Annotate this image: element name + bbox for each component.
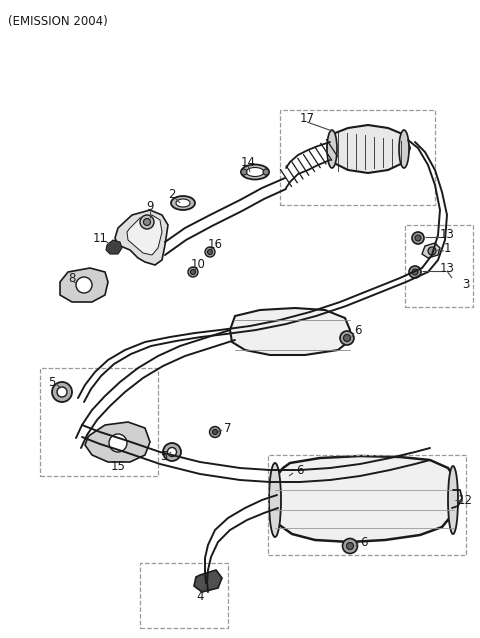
Circle shape xyxy=(188,267,198,277)
Polygon shape xyxy=(60,268,108,302)
Circle shape xyxy=(57,387,67,397)
Bar xyxy=(140,563,228,628)
Text: 6: 6 xyxy=(354,323,362,336)
Circle shape xyxy=(144,218,151,225)
Ellipse shape xyxy=(327,130,337,168)
Text: 14: 14 xyxy=(240,156,255,168)
Circle shape xyxy=(340,331,354,345)
Polygon shape xyxy=(115,210,168,265)
Circle shape xyxy=(241,169,247,175)
Ellipse shape xyxy=(171,196,195,210)
Text: 2: 2 xyxy=(168,188,176,202)
Ellipse shape xyxy=(176,199,190,207)
Circle shape xyxy=(163,443,181,461)
Circle shape xyxy=(213,429,217,434)
Ellipse shape xyxy=(246,168,264,177)
Bar xyxy=(280,110,435,205)
Circle shape xyxy=(207,249,213,255)
Bar xyxy=(40,368,158,476)
Polygon shape xyxy=(85,422,150,462)
Circle shape xyxy=(415,235,421,241)
Ellipse shape xyxy=(269,463,281,537)
Circle shape xyxy=(428,247,436,255)
Circle shape xyxy=(344,334,350,341)
Text: 5: 5 xyxy=(160,450,168,463)
Text: 16: 16 xyxy=(207,237,223,251)
Text: 11: 11 xyxy=(93,232,108,244)
Circle shape xyxy=(168,447,177,457)
Text: 15: 15 xyxy=(110,459,125,473)
Polygon shape xyxy=(272,456,455,542)
Circle shape xyxy=(412,232,424,244)
Circle shape xyxy=(277,468,292,484)
Text: 7: 7 xyxy=(224,422,232,434)
Circle shape xyxy=(409,266,421,278)
Polygon shape xyxy=(194,570,222,592)
Circle shape xyxy=(52,382,72,402)
Text: 6: 6 xyxy=(296,463,304,477)
Ellipse shape xyxy=(448,466,458,534)
Circle shape xyxy=(76,277,92,293)
Circle shape xyxy=(209,426,220,438)
Circle shape xyxy=(263,169,269,175)
Circle shape xyxy=(140,215,154,229)
Circle shape xyxy=(347,542,353,549)
Text: 9: 9 xyxy=(146,200,154,214)
Circle shape xyxy=(205,247,215,257)
Text: 6: 6 xyxy=(360,535,368,549)
Text: 12: 12 xyxy=(457,494,472,507)
Text: 13: 13 xyxy=(440,262,455,274)
Ellipse shape xyxy=(399,130,409,168)
Text: 17: 17 xyxy=(300,112,314,124)
Polygon shape xyxy=(327,125,410,173)
Polygon shape xyxy=(422,243,440,258)
Polygon shape xyxy=(127,215,162,255)
Circle shape xyxy=(412,269,418,275)
Text: 3: 3 xyxy=(462,279,470,292)
Circle shape xyxy=(109,434,127,452)
Text: 10: 10 xyxy=(191,258,205,272)
Ellipse shape xyxy=(241,165,269,179)
Text: 13: 13 xyxy=(440,228,455,241)
Circle shape xyxy=(343,538,358,554)
Circle shape xyxy=(281,473,288,480)
Polygon shape xyxy=(106,240,122,254)
Text: 5: 5 xyxy=(48,376,56,389)
Bar xyxy=(268,455,466,555)
Text: (EMISSION 2004): (EMISSION 2004) xyxy=(8,15,108,28)
Text: 8: 8 xyxy=(68,272,76,285)
Text: 1: 1 xyxy=(443,242,451,255)
Polygon shape xyxy=(230,308,350,355)
Circle shape xyxy=(191,269,195,274)
Text: 4: 4 xyxy=(196,591,204,604)
Bar xyxy=(405,225,473,307)
